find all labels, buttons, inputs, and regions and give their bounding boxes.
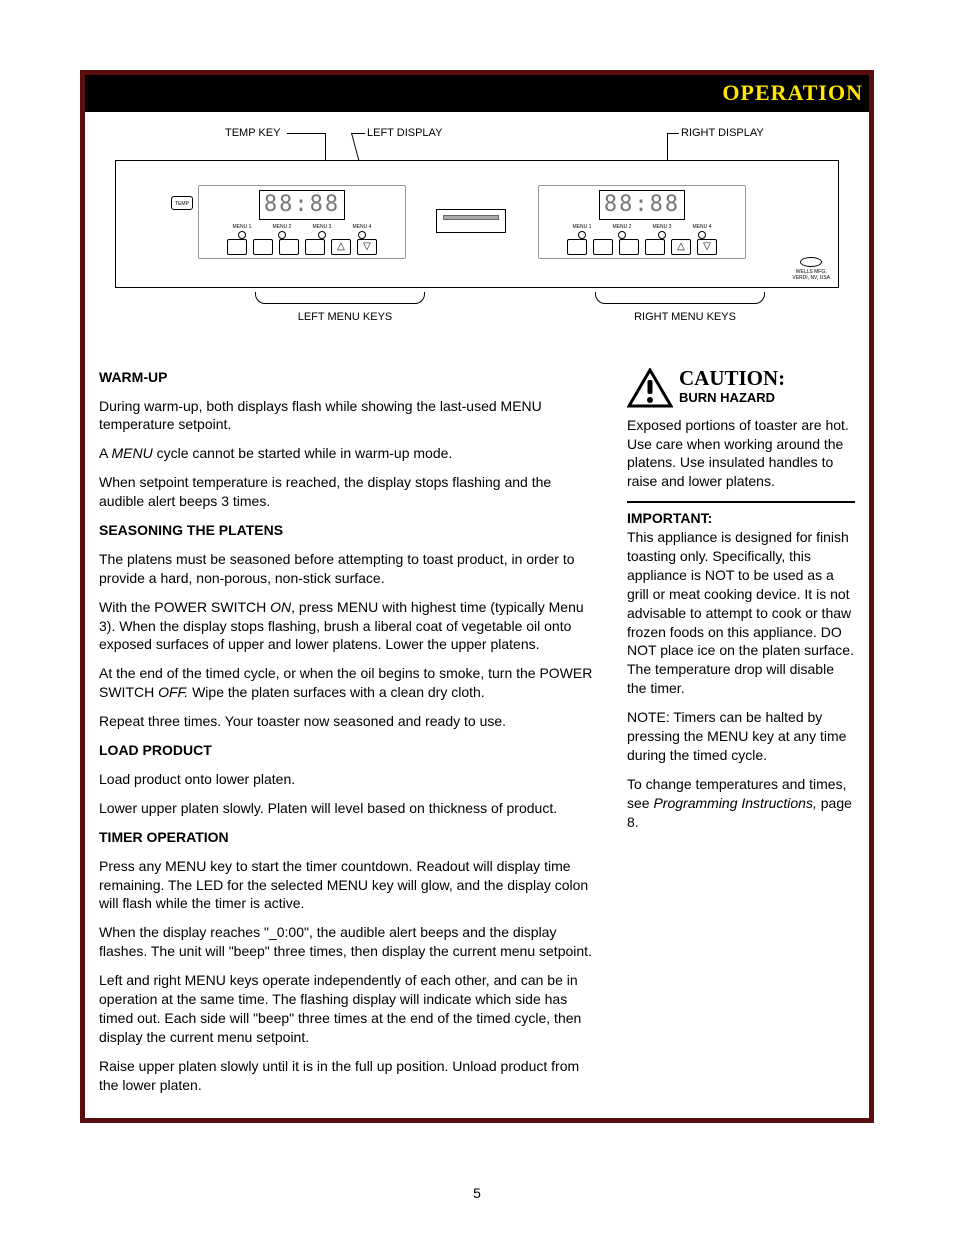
note-block: NOTE: Timers can be halted by pressing t… <box>627 708 855 765</box>
warmup-heading: WARM-UP <box>99 368 599 387</box>
right-control-group: 88:88 MENU 1 MENU 2 MENU 3 MENU 4 △▽ <box>538 185 746 259</box>
center-slot <box>436 209 506 233</box>
season-p1: The platens must be seasoned before atte… <box>99 550 599 588</box>
caution-body: Exposed portions of toaster are hot. Use… <box>627 416 855 492</box>
warning-triangle-icon <box>627 368 673 408</box>
warmup-p2: A MENU cycle cannot be started while in … <box>99 444 599 463</box>
left-display: 88:88 <box>259 190 345 220</box>
callout-right-menu-keys: RIGHT MENU KEYS <box>585 310 785 325</box>
page-number: 5 <box>0 1184 954 1203</box>
control-panel-diagram: TEMP KEY LEFT DISPLAY RIGHT DISPLAY TEMP… <box>85 112 869 356</box>
temp-key-button: TEMP <box>171 196 193 210</box>
seasoning-heading: SEASONING THE PLATENS <box>99 521 599 540</box>
important-block: IMPORTANT:This appliance is designed for… <box>627 509 855 698</box>
callout-temp-key: TEMP KEY <box>225 126 280 141</box>
load-p1: Load product onto lower platen. <box>99 770 599 789</box>
panel-outline: TEMP 88:88 MENU 1 MENU 2 MENU 3 MENU 4 △… <box>115 160 839 288</box>
burn-hazard-label: BURN HAZARD <box>679 389 785 407</box>
right-column: CAUTION: BURN HAZARD Exposed portions of… <box>627 368 855 1105</box>
left-column: WARM-UP During warm-up, both displays fl… <box>99 368 599 1105</box>
timer-p4: Raise upper platen slowly until it is in… <box>99 1057 599 1095</box>
season-p2: With the POWER SWITCH ON, press MENU wit… <box>99 598 599 655</box>
callout-right-display: RIGHT DISPLAY <box>681 126 764 141</box>
callout-left-menu-keys: LEFT MENU KEYS <box>245 310 445 325</box>
caution-title: CAUTION: <box>679 368 785 389</box>
timer-heading: TIMER OPERATION <box>99 828 599 847</box>
body-content: WARM-UP During warm-up, both displays fl… <box>85 356 869 1119</box>
brand-label: WELLS MFG. VERDI, NV, USA <box>792 257 830 281</box>
left-menu-keys: △▽ <box>199 239 405 255</box>
load-p2: Lower upper platen slowly. Platen will l… <box>99 799 599 818</box>
timer-p2: When the display reaches "_0:00", the au… <box>99 923 599 961</box>
callout-left-display: LEFT DISPLAY <box>367 126 442 141</box>
season-p4: Repeat three times. Your toaster now sea… <box>99 712 599 731</box>
warmup-p1: During warm-up, both displays flash whil… <box>99 397 599 435</box>
load-heading: LOAD PRODUCT <box>99 741 599 760</box>
left-control-group: TEMP 88:88 MENU 1 MENU 2 MENU 3 MENU 4 △… <box>198 185 406 259</box>
divider <box>627 501 855 503</box>
change-block: To change temperatures and times, see Pr… <box>627 775 855 832</box>
important-heading: IMPORTANT: <box>627 510 712 526</box>
season-p3: At the end of the timed cycle, or when t… <box>99 664 599 702</box>
right-display: 88:88 <box>599 190 685 220</box>
timer-p1: Press any MENU key to start the timer co… <box>99 857 599 914</box>
left-menu-leds: MENU 1 MENU 2 MENU 3 MENU 4 <box>199 224 405 240</box>
right-menu-keys: △▽ <box>539 239 745 255</box>
section-header: OPERATION <box>85 75 869 112</box>
right-menu-leds: MENU 1 MENU 2 MENU 3 MENU 4 <box>539 224 745 240</box>
caution-box: CAUTION: BURN HAZARD <box>627 368 855 408</box>
timer-p3: Left and right MENU keys operate indepen… <box>99 971 599 1047</box>
warmup-p3: When setpoint temperature is reached, th… <box>99 473 599 511</box>
section-title: OPERATION <box>722 80 863 105</box>
